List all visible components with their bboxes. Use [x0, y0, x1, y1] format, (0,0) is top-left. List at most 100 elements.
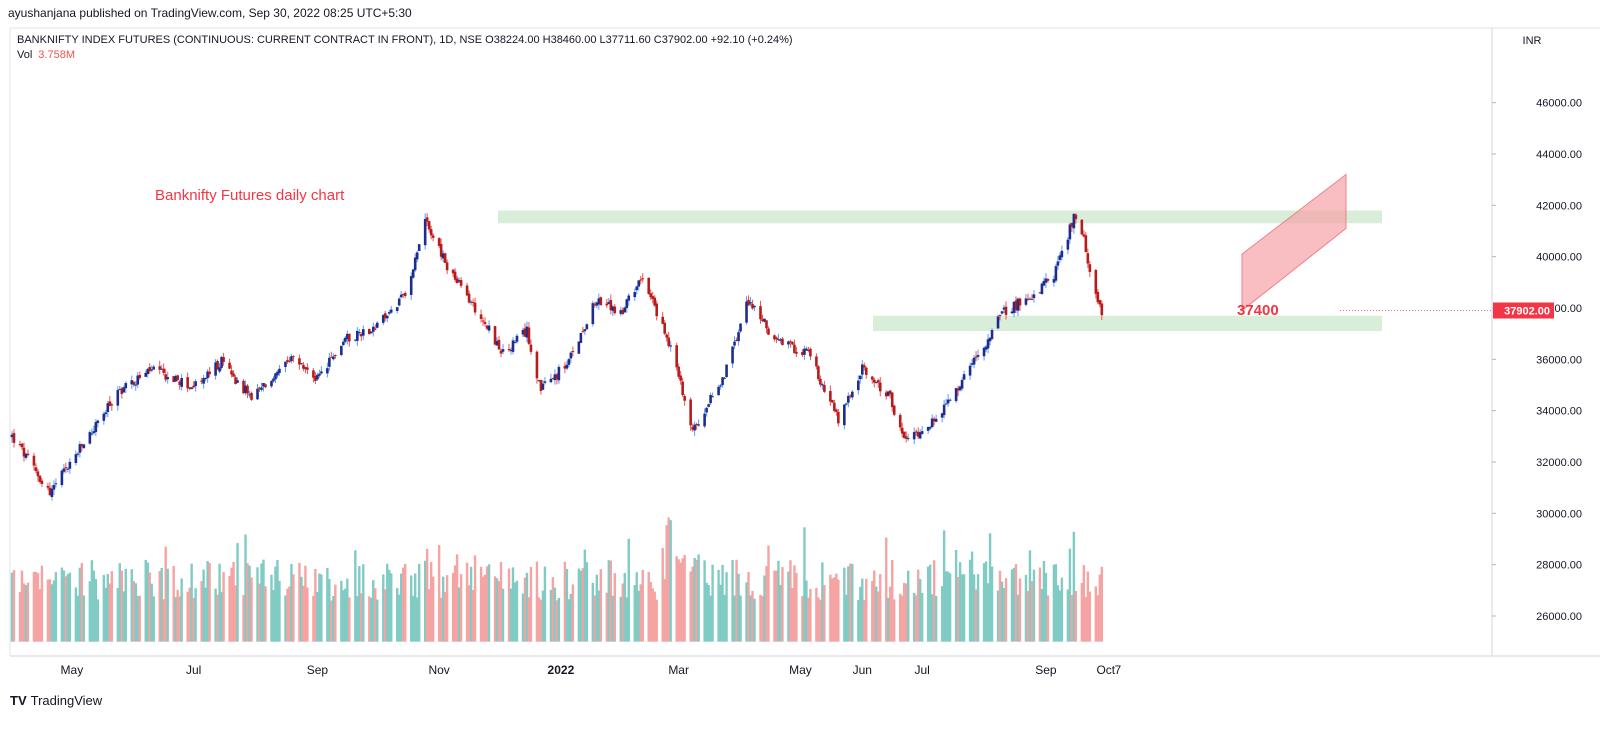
candle-body: [968, 365, 972, 376]
volume-bar: [535, 561, 539, 642]
candle-body: [26, 453, 30, 456]
candle-body: [613, 306, 617, 314]
chart-title-annotation: Banknifty Futures daily chart: [155, 187, 345, 204]
candle-body: [960, 379, 964, 389]
candle-body: [138, 374, 142, 378]
time-tick-label: 7: [1114, 663, 1121, 677]
volume-bar: [314, 568, 317, 642]
volume-bar: [777, 560, 780, 642]
volume-bar: [400, 573, 403, 642]
candle-body: [886, 391, 890, 396]
volume-bar: [747, 571, 750, 642]
candle-body: [934, 418, 938, 422]
volume-bar: [176, 589, 179, 642]
candle-body: [819, 378, 822, 385]
volume-bar: [256, 567, 259, 642]
volume-bar: [302, 585, 305, 642]
candle-body: [860, 364, 864, 375]
candle-body: [264, 384, 267, 388]
volume-bar: [679, 562, 682, 642]
volume-bar: [218, 563, 221, 642]
candle-body: [1094, 270, 1098, 294]
tradingview-footer[interactable]: TV TradingView: [10, 693, 102, 708]
volume-bar: [663, 579, 666, 642]
volume-bar: [567, 599, 571, 642]
volume-bar: [144, 559, 147, 642]
volume-bar: [172, 565, 175, 642]
volume-bar: [62, 570, 66, 642]
candle-body: [1080, 219, 1084, 235]
candle-body: [1096, 291, 1100, 303]
candle-body: [230, 370, 233, 375]
volume-bar: [565, 569, 569, 642]
volume-bar: [833, 577, 836, 642]
candle-body: [18, 444, 22, 446]
volume-bar: [300, 576, 303, 642]
candle-body: [809, 348, 812, 357]
volume-bar: [541, 590, 545, 642]
volume-bar: [693, 557, 696, 642]
candle-body: [78, 444, 82, 453]
volume-bar: [102, 574, 106, 642]
candle-body: [387, 312, 391, 314]
volume-bar: [903, 582, 906, 642]
candle-body: [487, 325, 491, 331]
candle-body: [497, 339, 501, 350]
candle-body: [523, 328, 527, 337]
candle-body: [330, 356, 333, 358]
volume-bar: [946, 571, 950, 642]
candle-body: [599, 297, 603, 306]
candle-body: [136, 375, 140, 385]
candle-body: [64, 467, 68, 469]
volume-bar: [264, 586, 267, 642]
candle-body: [146, 368, 150, 374]
volume-bar: [891, 559, 894, 642]
volume-bar: [865, 578, 868, 642]
volume-value: 3.758M: [38, 49, 75, 61]
volume-bar: [292, 574, 295, 642]
volume-bar: [188, 587, 191, 642]
volume-bar: [306, 587, 309, 642]
candle-body: [60, 470, 64, 486]
volume-bar: [635, 572, 638, 642]
volume-bar: [623, 572, 626, 642]
candle-body: [206, 371, 209, 379]
volume-bar: [972, 574, 976, 642]
candle-body: [423, 219, 427, 246]
volume-bar: [190, 563, 193, 642]
candle-body: [1016, 298, 1020, 311]
volume-bar: [753, 598, 756, 642]
candle-body: [110, 404, 114, 406]
candle-body: [815, 356, 818, 367]
candle-body: [371, 326, 375, 332]
candle-body: [445, 262, 449, 271]
candle-body: [849, 395, 852, 397]
volume-bar: [835, 573, 838, 642]
volume-bar: [1086, 571, 1090, 642]
volume-bar: [928, 564, 932, 642]
candle-body: [898, 415, 902, 428]
volume-bar: [515, 580, 519, 642]
candle-body: [186, 377, 189, 389]
candle-body: [543, 381, 547, 383]
candle-body: [693, 424, 696, 431]
candle-body: [653, 297, 657, 306]
volume-bar: [621, 583, 624, 642]
candle-body: [759, 306, 762, 320]
candle-body: [535, 351, 539, 379]
candle-body: [122, 387, 126, 393]
volume-bar: [1080, 582, 1084, 642]
volume-bar: [593, 595, 597, 642]
candle-body: [837, 411, 840, 424]
volume-bar: [801, 596, 804, 642]
candle-body: [707, 404, 710, 407]
volume-bar: [1016, 594, 1020, 642]
candle-body: [649, 293, 653, 298]
volume-bar: [930, 594, 934, 642]
volume-bar: [539, 599, 543, 642]
volume-bar: [1046, 595, 1050, 642]
volume-bar: [382, 574, 385, 642]
volume-bar: [851, 564, 854, 642]
candle-body: [214, 362, 217, 376]
